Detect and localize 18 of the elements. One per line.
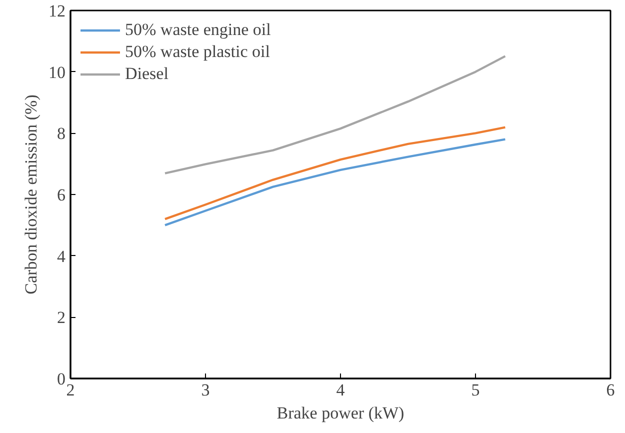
y-tick-label: 2 (57, 308, 66, 328)
y-tick-label: 4 (57, 246, 66, 266)
x-tick-label: 6 (606, 380, 615, 400)
legend-label: 50% waste plastic oil (125, 42, 270, 62)
x-axis-title: Brake power (kW) (276, 404, 404, 422)
y-tick-label: 10 (48, 62, 66, 82)
y-tick-label: 8 (57, 124, 66, 144)
x-tick-label: 4 (336, 380, 346, 400)
line-series (164, 126, 506, 220)
legend-label: 50% waste engine oil (125, 20, 271, 40)
y-axis-title: Carbon dioxide emission (%) (22, 94, 40, 294)
y-tick-label: 0 (57, 370, 66, 388)
y-tick-label: 12 (48, 2, 66, 20)
y-tick-label: 6 (57, 186, 66, 204)
x-tick-label: 3 (201, 380, 210, 400)
line-series (164, 138, 506, 226)
x-tick-label: 5 (471, 380, 480, 400)
legend-label: Diesel (125, 64, 168, 84)
